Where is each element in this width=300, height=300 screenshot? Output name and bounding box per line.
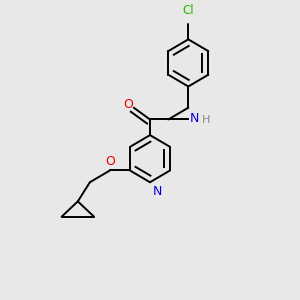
Text: N: N: [152, 185, 162, 198]
Text: Cl: Cl: [182, 4, 194, 17]
Text: N: N: [190, 112, 199, 125]
Text: O: O: [105, 154, 115, 167]
Text: H: H: [202, 115, 210, 125]
Text: O: O: [124, 98, 134, 111]
